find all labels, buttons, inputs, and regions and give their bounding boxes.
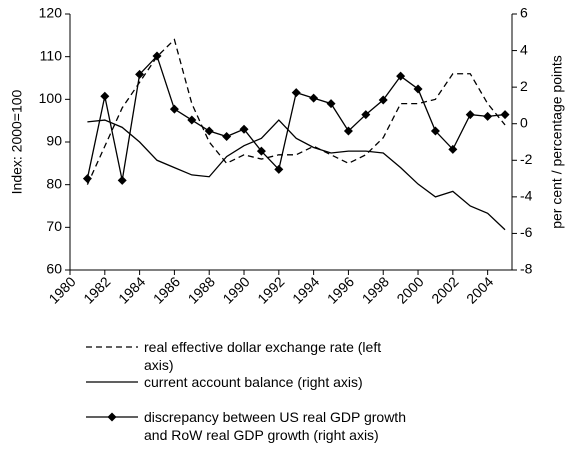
legend-marker [107, 412, 117, 422]
x-tick-label: 2000 [393, 273, 426, 306]
series-line [86, 38, 506, 185]
y-tick-label: 110 [40, 47, 63, 63]
legend-item: discrepancy between US real GDP growth a… [84, 408, 406, 444]
y2-tick-label: 2 [520, 78, 528, 94]
series-marker [82, 174, 92, 184]
y-tick-label: 80 [46, 175, 62, 191]
x-tick-label: 1996 [324, 273, 357, 306]
x-tick-label: 1984 [115, 273, 148, 306]
x-tick-label: 1988 [185, 273, 218, 306]
series-marker [361, 110, 371, 120]
series-marker [274, 164, 284, 174]
legend-item: current account balance (right axis) [84, 373, 363, 391]
series-marker [483, 111, 493, 121]
x-tick-label: 1994 [289, 273, 322, 306]
legend-item: real effective dollar exchange rate (lef… [84, 338, 406, 374]
series-marker [117, 175, 127, 185]
series-marker [239, 124, 249, 134]
series-marker [309, 93, 319, 103]
legend-swatch [86, 412, 138, 422]
series-marker [396, 71, 406, 81]
y-axis-label: Index: 2000=100 [9, 89, 25, 194]
series-line [87, 119, 506, 231]
series-marker [135, 69, 145, 79]
series-marker [152, 51, 162, 61]
series-marker [187, 115, 197, 125]
series-marker [256, 146, 266, 156]
y-tick-label: 60 [46, 261, 62, 277]
x-tick-label: 1992 [254, 273, 287, 306]
series-marker [291, 88, 301, 98]
y-tick-label: 90 [46, 133, 62, 149]
y-tick-label: 120 [39, 5, 63, 21]
x-tick-label: 1986 [150, 273, 183, 306]
y2-tick-label: 4 [520, 41, 528, 57]
series-marker [465, 110, 475, 120]
legend-label: current account balance (right axis) [144, 374, 363, 390]
series-line [86, 54, 506, 181]
x-tick-label: 1980 [45, 273, 78, 306]
series-marker [100, 91, 110, 101]
legend-label: real effective dollar exchange rate (lef… [144, 339, 382, 373]
y2-tick-label: 6 [520, 5, 528, 21]
series-marker [204, 126, 214, 136]
y2-axis-label: per cent / percentage points [549, 55, 565, 229]
plot: Index: 2000=100 per cent / percentage po… [9, 5, 565, 307]
legend-swatch [86, 381, 138, 383]
legend-swatch [86, 346, 138, 348]
x-tick-label: 1990 [219, 273, 252, 306]
y-tick-label: 100 [39, 90, 63, 106]
series-marker [326, 99, 336, 109]
series-marker [222, 132, 232, 142]
y2-tick-label: -8 [520, 261, 533, 277]
y2-tick-label: 0 [520, 114, 528, 130]
series-marker [500, 110, 510, 120]
series-marker [430, 126, 440, 136]
legend-label: discrepancy between US real GDP growth a… [144, 409, 406, 443]
x-tick-label: 1982 [80, 273, 113, 306]
x-tick-label: 2004 [463, 273, 496, 306]
y2-tick-label: -6 [520, 224, 533, 240]
series-marker [343, 126, 353, 136]
series-marker [169, 104, 179, 114]
series-marker [378, 95, 388, 105]
series-marker [448, 144, 458, 154]
y2-tick-label: -2 [520, 151, 533, 167]
x-tick-label: 2002 [428, 273, 461, 306]
y-tick-label: 70 [46, 218, 62, 234]
series-marker [413, 84, 423, 94]
y2-tick-label: -4 [520, 188, 533, 204]
x-tick-label: 1998 [359, 273, 392, 306]
